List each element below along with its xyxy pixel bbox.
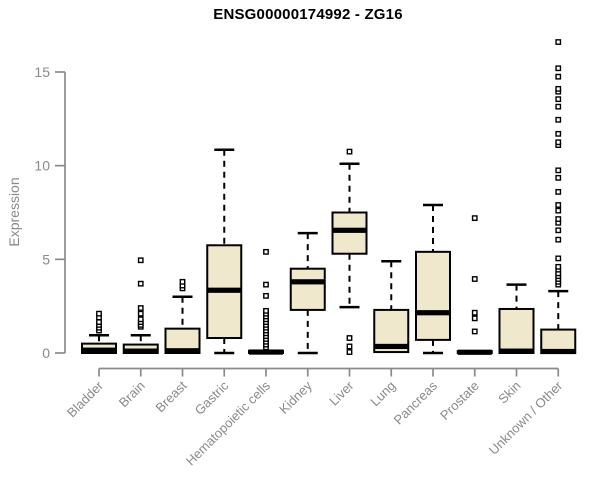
outlier-point bbox=[471, 215, 478, 222]
outlier-point bbox=[471, 276, 478, 282]
outlier-point bbox=[555, 96, 562, 103]
outlier-point bbox=[555, 263, 562, 270]
x-axis-label: Unknown / Other bbox=[486, 378, 566, 458]
outlier-point bbox=[96, 310, 102, 317]
median-line bbox=[457, 349, 492, 355]
y-tick-label: 15 bbox=[34, 64, 50, 80]
x-axis-label: Bladder bbox=[64, 378, 107, 421]
x-axis-label: Skin bbox=[495, 378, 523, 406]
outlier-point bbox=[263, 281, 269, 288]
x-axis-label: Breast bbox=[152, 378, 189, 415]
y-tick-label: 10 bbox=[34, 158, 50, 174]
y-tick-label: 5 bbox=[42, 251, 50, 267]
outlier-point bbox=[96, 319, 102, 325]
x-axis-label: Prostate bbox=[437, 378, 482, 423]
outlier-point bbox=[555, 174, 562, 181]
median-line bbox=[332, 227, 367, 233]
y-tick-label: 0 bbox=[42, 345, 50, 361]
outlier-point bbox=[555, 202, 562, 208]
outlier-point bbox=[555, 39, 562, 45]
chart-title: ENSG00000174992 - ZG16 bbox=[213, 6, 403, 23]
median-line bbox=[249, 349, 283, 355]
box bbox=[331, 211, 368, 255]
outlier-point bbox=[137, 280, 144, 287]
outlier-point bbox=[137, 257, 144, 264]
median-line bbox=[374, 343, 409, 350]
median-line bbox=[165, 348, 200, 354]
median-line bbox=[499, 348, 534, 354]
outlier-point bbox=[346, 343, 353, 350]
outlier-point bbox=[137, 310, 144, 317]
outlier-point bbox=[555, 188, 562, 195]
outlier-point bbox=[346, 335, 353, 341]
outlier-point bbox=[263, 292, 269, 299]
median-line bbox=[416, 310, 450, 316]
outlier-point bbox=[263, 248, 269, 255]
outlier-point bbox=[555, 227, 562, 234]
outlier-point bbox=[555, 216, 562, 222]
outlier-point bbox=[137, 316, 144, 323]
median-line bbox=[82, 347, 116, 353]
x-axis-label: Gastric bbox=[192, 378, 232, 418]
outlier-point bbox=[555, 139, 562, 146]
outlier-point bbox=[471, 315, 478, 322]
outlier-point bbox=[346, 349, 353, 355]
median-line bbox=[207, 287, 242, 293]
outlier-point bbox=[179, 278, 186, 285]
outlier-point bbox=[555, 85, 562, 92]
outlier-point bbox=[555, 236, 562, 243]
box bbox=[415, 250, 451, 341]
outlier-point bbox=[137, 305, 144, 311]
x-axis-label: Lung bbox=[367, 378, 398, 409]
outlier-point bbox=[263, 307, 269, 314]
x-axis-label: Kidney bbox=[276, 378, 315, 417]
outlier-point bbox=[555, 65, 562, 72]
outlier-point bbox=[555, 116, 562, 123]
outlier-point bbox=[555, 255, 562, 262]
median-line bbox=[123, 348, 158, 354]
outlier-point bbox=[471, 309, 478, 316]
x-axis-label: Brain bbox=[116, 378, 148, 410]
median-line bbox=[541, 348, 576, 355]
box bbox=[289, 267, 326, 311]
outlier-point bbox=[346, 148, 353, 155]
x-axis-label: Liver bbox=[326, 378, 357, 409]
x-axis-label: Pancreas bbox=[391, 378, 441, 428]
outlier-point bbox=[555, 73, 562, 80]
median-line bbox=[290, 279, 325, 285]
outlier-point bbox=[555, 207, 562, 214]
box bbox=[498, 307, 535, 354]
outlier-point bbox=[555, 130, 562, 137]
outlier-point bbox=[555, 103, 562, 110]
outlier-point bbox=[555, 167, 562, 174]
outlier-point bbox=[471, 328, 478, 335]
